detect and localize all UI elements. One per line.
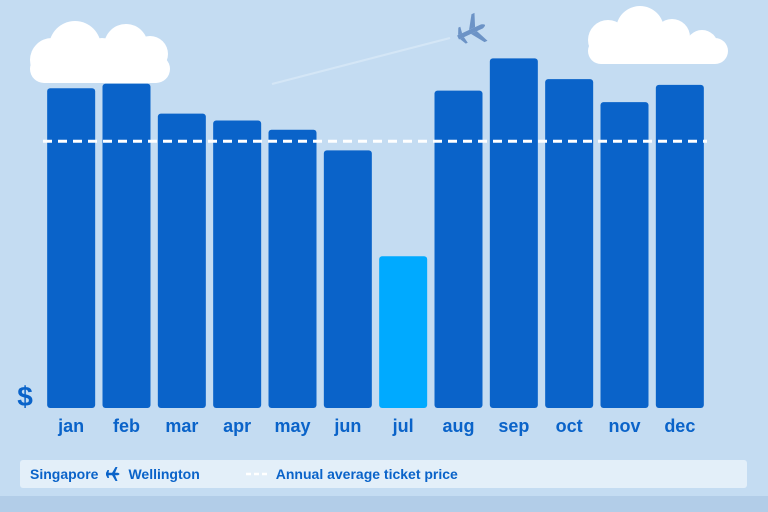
y-axis-currency-symbol: $	[17, 381, 33, 412]
x-tick-label-jun: jun	[333, 416, 361, 436]
bar-dec	[655, 84, 704, 408]
bar-jun	[323, 150, 372, 408]
bar-apr	[213, 120, 262, 408]
cloud-icon	[30, 21, 170, 83]
contrail	[271, 37, 451, 85]
bar-may	[268, 129, 317, 408]
airplane-icon	[457, 12, 488, 44]
x-tick-label-apr: apr	[223, 416, 251, 436]
x-tick-label-nov: nov	[608, 416, 640, 436]
x-tick-label-feb: feb	[113, 416, 140, 436]
x-tick-label-aug: aug	[442, 416, 474, 436]
legend-average: Annual average ticket price	[200, 466, 458, 482]
x-tick-labels: jan feb mar apr may jun jul aug sep oct nov dec	[57, 416, 695, 436]
airplane-icon	[106, 467, 120, 481]
x-tick-label-mar: mar	[165, 416, 198, 436]
legend-route: Singapore Wellington	[30, 466, 200, 482]
bar-mar	[157, 113, 206, 408]
legend-average-label: Annual average ticket price	[275, 466, 458, 482]
x-tick-label-oct: oct	[556, 416, 583, 436]
legend-origin: Singapore	[30, 466, 99, 482]
bar-aug	[434, 90, 483, 408]
footer-strip	[0, 496, 768, 512]
x-tick-label-jul: jul	[392, 416, 414, 436]
legend: Singapore Wellington Annual average tick…	[20, 460, 747, 488]
bar-feb	[102, 83, 151, 408]
x-tick-label-jan: jan	[57, 416, 84, 436]
bars	[47, 58, 704, 409]
bar-nov	[600, 102, 649, 408]
bar-oct	[545, 79, 594, 408]
x-tick-label-dec: dec	[664, 416, 695, 436]
bar-jan	[47, 88, 96, 409]
bar-jul	[379, 256, 428, 408]
x-tick-label-may: may	[274, 416, 310, 436]
cloud-icon	[588, 6, 728, 64]
legend-destination: Wellington	[128, 466, 200, 482]
bar-sep	[489, 58, 538, 409]
x-tick-label-sep: sep	[498, 416, 529, 436]
dashed-line-icon	[245, 472, 268, 476]
